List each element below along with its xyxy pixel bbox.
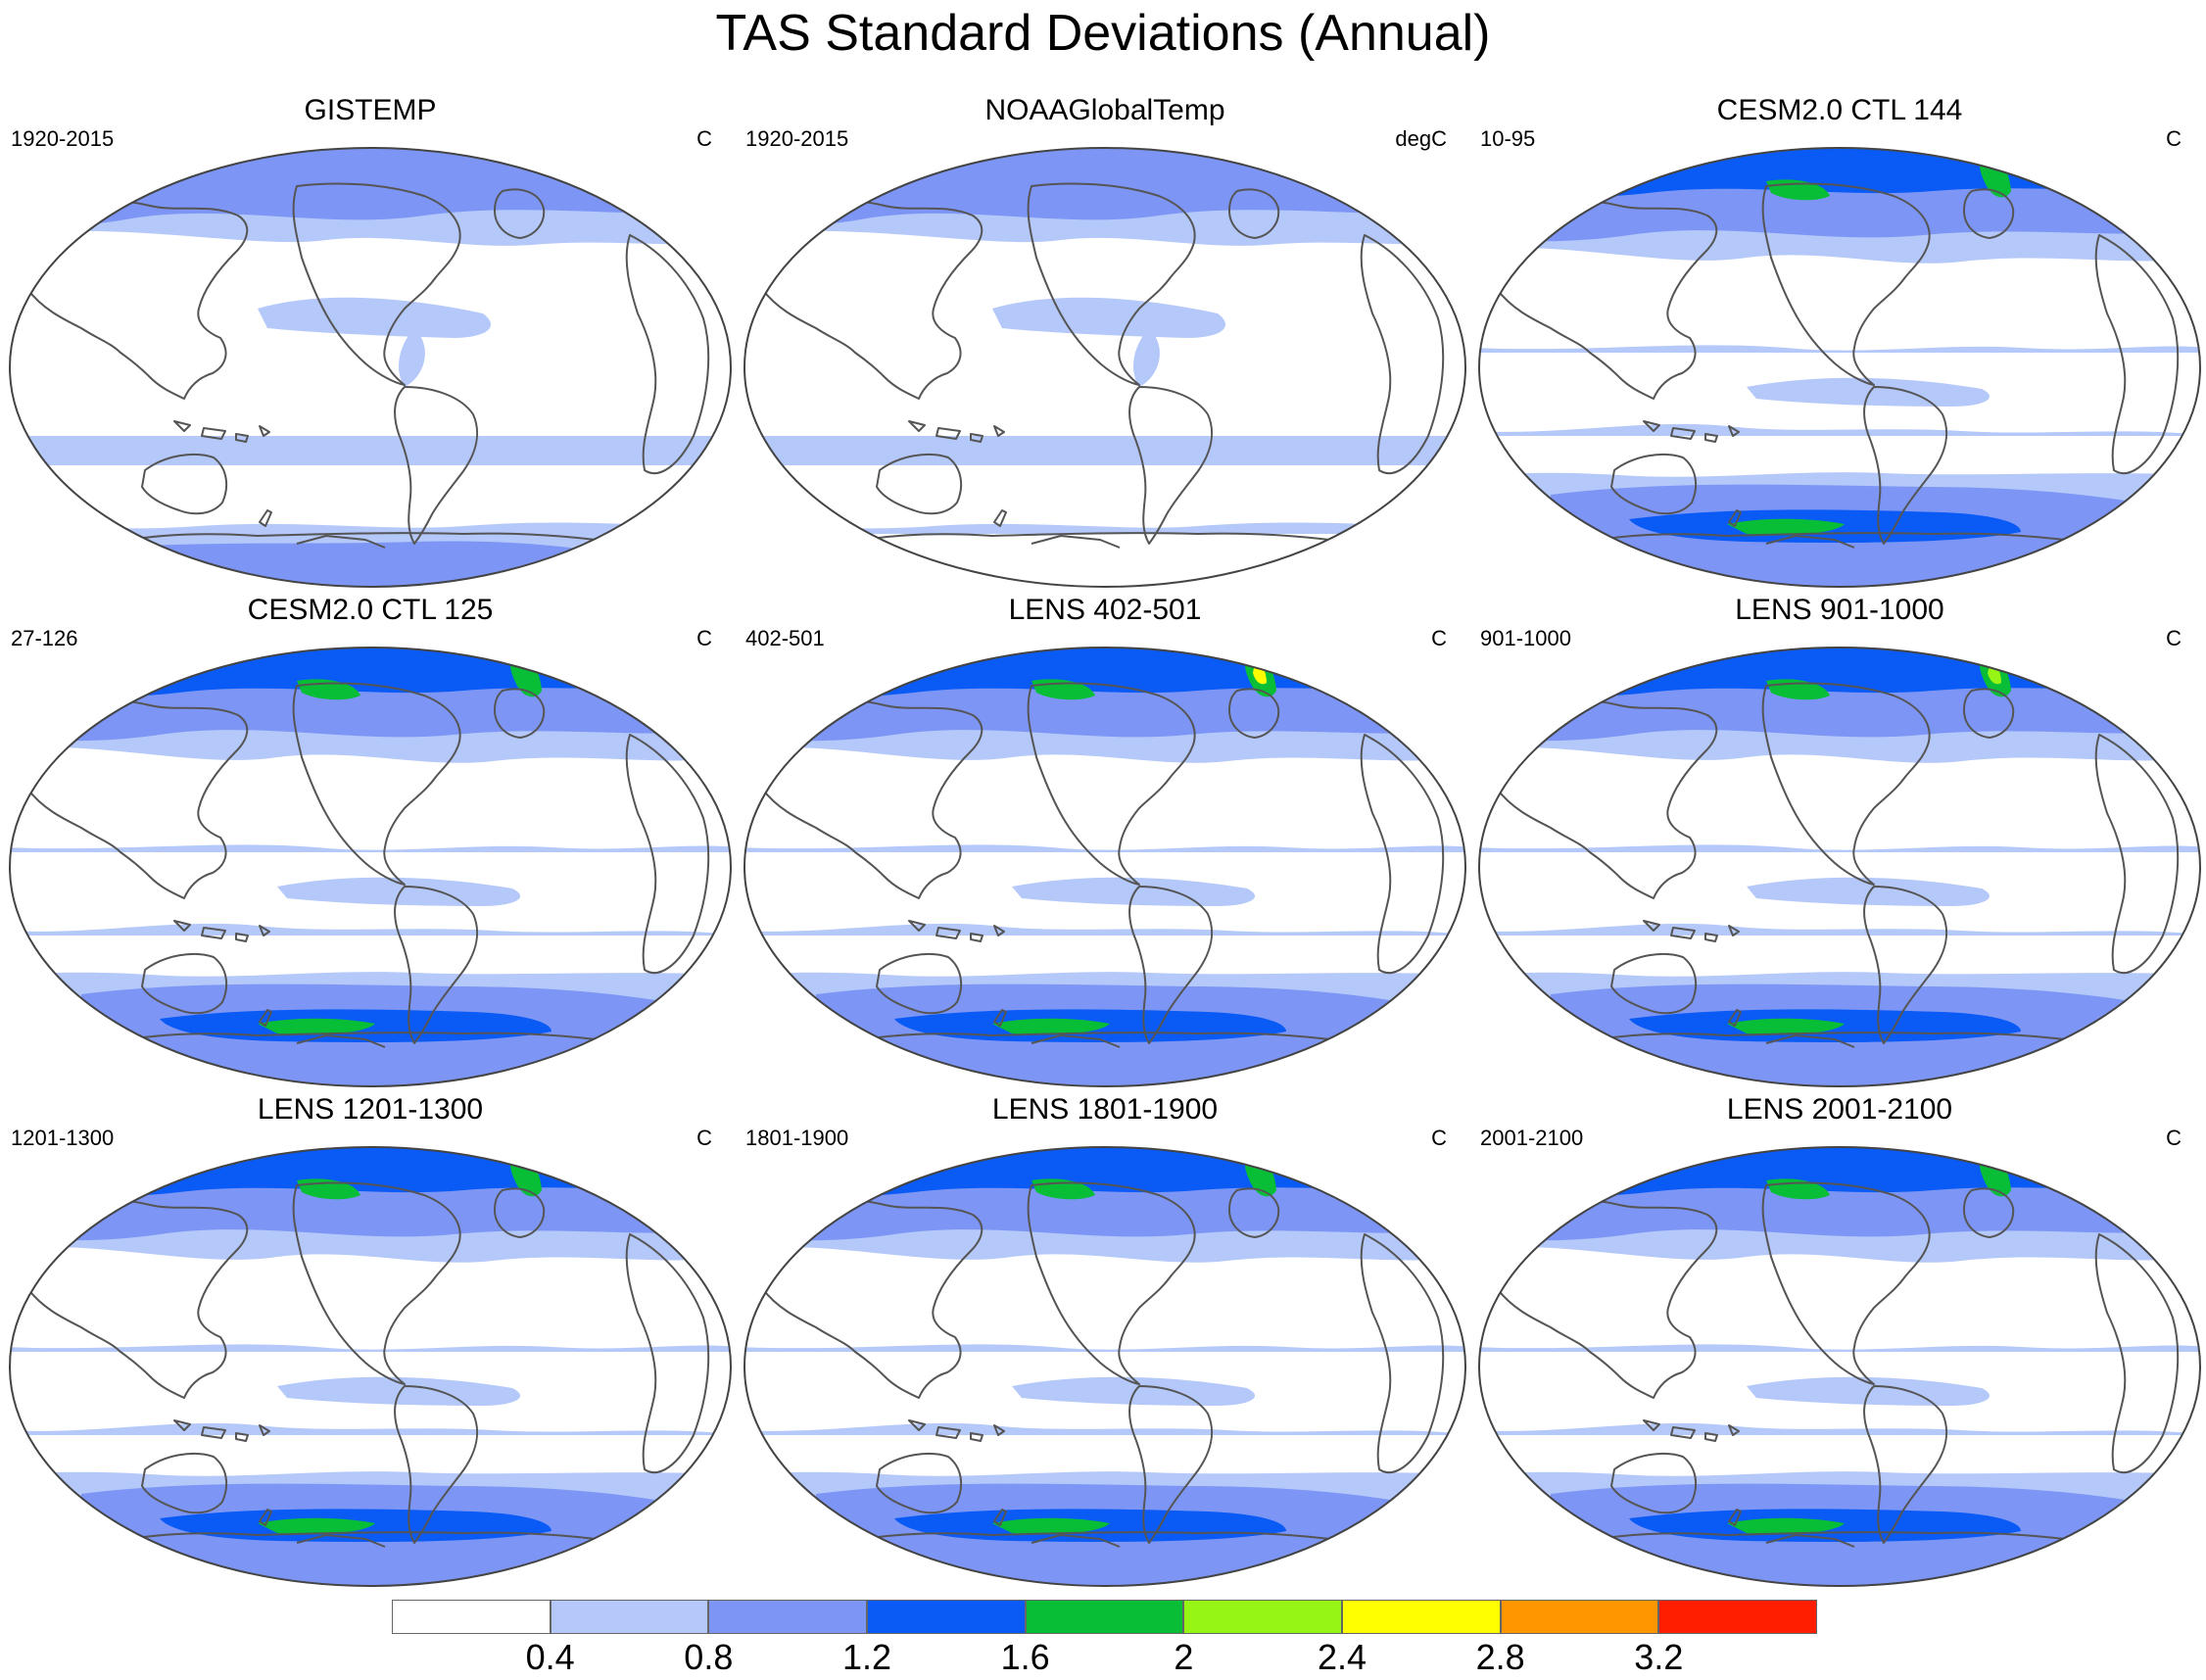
world-map bbox=[9, 147, 732, 588]
colorbar-tick-label: 2 bbox=[1174, 1637, 1194, 1677]
colorbar-bin bbox=[867, 1600, 1026, 1634]
panel-years: 1920-2015 bbox=[745, 126, 849, 151]
panel-title: NOAAGlobalTemp bbox=[984, 94, 1225, 126]
colorbar-bin bbox=[1342, 1600, 1501, 1634]
colorbar-tick-label: 1.2 bbox=[841, 1637, 892, 1677]
panel-units: C bbox=[2166, 626, 2182, 650]
world-map bbox=[743, 647, 1466, 1087]
panel-title: LENS 402-501 bbox=[1008, 594, 1202, 626]
map-panel-cesm2-ctl-125: CESM2.0 CTL 125 27-126 C bbox=[3, 593, 738, 1092]
panel-years: 27-126 bbox=[11, 626, 78, 650]
world-map bbox=[1478, 647, 2201, 1087]
panel-units: C bbox=[1431, 1126, 1447, 1150]
colorbar-tick-label: 0.4 bbox=[525, 1637, 575, 1677]
colorbar-tick-label: 2.8 bbox=[1475, 1637, 1525, 1677]
colorbar-tick-label: 0.8 bbox=[684, 1637, 734, 1677]
panel-units: C bbox=[1431, 626, 1447, 650]
map-panel-lens-1201-1300: LENS 1201-1300 1201-1300 C bbox=[3, 1092, 738, 1592]
world-map bbox=[1478, 1146, 2201, 1587]
colorbar-bin bbox=[1658, 1600, 1817, 1634]
world-map bbox=[743, 147, 1466, 588]
panel-years: 1801-1900 bbox=[745, 1126, 849, 1150]
map-panel-lens-2001-2100: LENS 2001-2100 2001-2100 C bbox=[1472, 1092, 2206, 1592]
panel-years: 1201-1300 bbox=[11, 1126, 115, 1150]
colorbar-tick-label: 3.2 bbox=[1634, 1637, 1684, 1677]
world-map bbox=[743, 1146, 1466, 1587]
colorbar-bin bbox=[392, 1600, 551, 1634]
map-panel-noaaglobaltemp: NOAAGlobalTemp 1920-2015 degC bbox=[738, 93, 1472, 593]
panel-years: 1920-2015 bbox=[11, 126, 115, 151]
panel-units: C bbox=[2166, 1126, 2182, 1150]
map-panel-lens-1801-1900: LENS 1801-1900 1801-1900 C bbox=[738, 1092, 1472, 1592]
panel-title: CESM2.0 CTL 125 bbox=[247, 594, 494, 626]
panel-title: LENS 2001-2100 bbox=[1726, 1093, 1953, 1126]
panel-years: 2001-2100 bbox=[1480, 1126, 1584, 1150]
panel-units: C bbox=[2166, 126, 2182, 151]
map-panel-lens-402-501: LENS 402-501 402-501 C bbox=[738, 593, 1472, 1092]
panel-title: LENS 1801-1900 bbox=[991, 1093, 1219, 1126]
world-map bbox=[9, 647, 732, 1087]
figure-title: TAS Standard Deviations (Annual) bbox=[715, 5, 1491, 62]
colorbar-bin bbox=[1025, 1600, 1184, 1634]
map-panel-lens-901-1000: LENS 901-1000 901-1000 C bbox=[1472, 593, 2206, 1092]
panel-title: CESM2.0 CTL 144 bbox=[1716, 94, 1963, 126]
panel-units: C bbox=[696, 126, 712, 151]
colorbar bbox=[392, 1600, 1817, 1634]
colorbar-tick-label: 2.4 bbox=[1317, 1637, 1367, 1677]
map-panel-gistemp: GISTEMP 1920-2015 C bbox=[3, 93, 738, 593]
world-map bbox=[9, 1146, 732, 1587]
colorbar-bin bbox=[1183, 1600, 1342, 1634]
panel-title: LENS 1201-1300 bbox=[257, 1093, 484, 1126]
colorbar-bin bbox=[550, 1600, 709, 1634]
map-panel-cesm2-ctl-144: CESM2.0 CTL 144 10-95 C bbox=[1472, 93, 2206, 593]
panel-title: LENS 901-1000 bbox=[1735, 594, 1944, 626]
panel-units: C bbox=[696, 1126, 712, 1150]
colorbar-tick-label: 1.6 bbox=[1000, 1637, 1050, 1677]
panel-years: 10-95 bbox=[1480, 126, 1536, 151]
colorbar-bin bbox=[1500, 1600, 1659, 1634]
panel-units: C bbox=[696, 626, 712, 650]
world-map bbox=[1478, 147, 2201, 588]
panel-years: 901-1000 bbox=[1480, 626, 1571, 650]
colorbar-bin bbox=[708, 1600, 867, 1634]
panel-years: 402-501 bbox=[745, 626, 825, 650]
panel-units: degC bbox=[1395, 126, 1447, 151]
panel-title: GISTEMP bbox=[304, 94, 437, 126]
